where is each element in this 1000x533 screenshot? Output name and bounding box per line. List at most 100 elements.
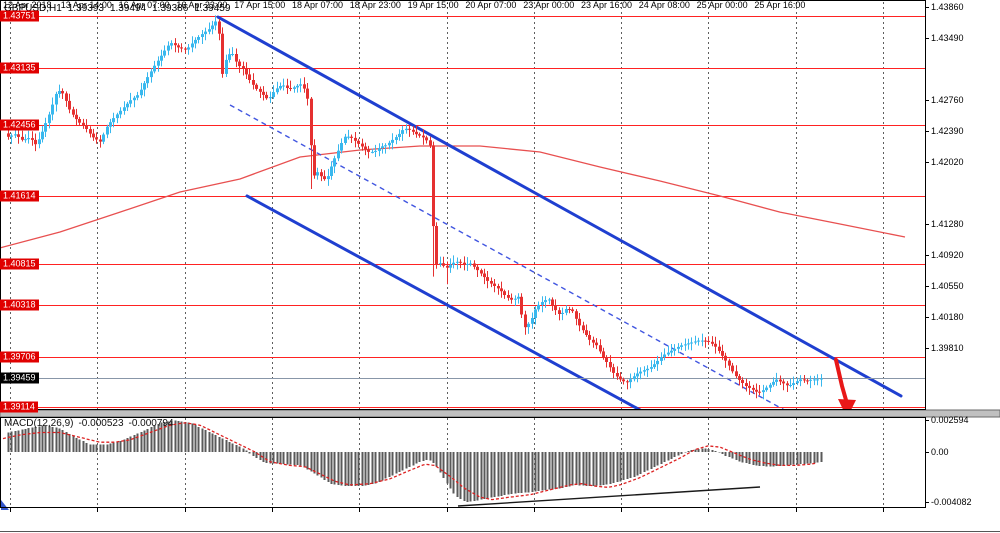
candle-body — [418, 134, 421, 136]
candle-body — [337, 150, 340, 159]
candle-body — [180, 47, 183, 49]
price-tick-label: 1.40180 — [931, 312, 964, 323]
forecast-arrow-shaft[interactable] — [834, 358, 848, 402]
channel-median-dashed-line[interactable] — [229, 104, 789, 413]
candle-body — [517, 296, 520, 299]
candle-body — [432, 145, 435, 227]
candle-body — [520, 296, 523, 315]
price-tick-label: 1.39810 — [931, 343, 964, 354]
candle-body — [643, 370, 646, 372]
candle-body — [252, 80, 255, 85]
candle-body — [361, 143, 364, 147]
candle-body — [99, 139, 102, 142]
candle-body — [575, 311, 578, 319]
price-tick-label: 1.40920 — [931, 249, 964, 260]
candle-body — [813, 379, 816, 381]
candle-body — [381, 146, 384, 148]
forecast-arrow[interactable] — [834, 358, 856, 418]
channel-lower-trendline[interactable] — [245, 194, 642, 412]
candle-body — [548, 299, 551, 301]
candle-body — [456, 261, 459, 263]
candle-body — [789, 385, 792, 386]
candle-body — [136, 95, 139, 98]
candle-body — [48, 114, 51, 124]
candle-body — [38, 139, 41, 145]
candle-body — [187, 47, 190, 50]
candle-body — [561, 312, 564, 314]
candle-body — [31, 138, 34, 140]
candle-body — [582, 325, 585, 331]
time-axis-label: 20 Apr 07:00 — [465, 0, 517, 10]
macd-scale-label: 0.002594 — [931, 415, 969, 426]
candle-body — [231, 54, 234, 55]
candle-body — [568, 309, 571, 310]
macd-signal-value: -0.000794 — [128, 418, 174, 429]
candle-body — [167, 45, 170, 51]
candle-body — [439, 263, 442, 265]
candle-body — [255, 84, 258, 89]
candle-body — [588, 335, 591, 340]
candle-body — [449, 264, 452, 268]
time-axis-label: 18 Apr 07:00 — [292, 0, 344, 10]
candle-body — [459, 261, 462, 263]
low-value: 1.39386 — [152, 3, 189, 14]
candle-body — [663, 354, 666, 358]
candle-body — [701, 340, 704, 342]
candle-body — [697, 340, 700, 342]
candle-body — [527, 323, 530, 328]
candle-body — [741, 379, 744, 383]
channel-upper-trendline[interactable] — [216, 15, 903, 398]
macd-support-trendline[interactable] — [457, 486, 761, 507]
candle-body — [143, 83, 146, 90]
time-axis-label: 16 Apr 07:00 — [118, 0, 170, 10]
candle-body — [466, 264, 469, 265]
candle-body — [721, 351, 724, 356]
candle-body — [44, 123, 47, 132]
candle-body — [762, 390, 765, 393]
candle-body — [391, 139, 394, 143]
candle-body — [765, 387, 768, 391]
macd-scale-label: 0.00 — [931, 447, 949, 457]
candle-body — [333, 158, 336, 167]
candle-body — [476, 266, 479, 271]
time-axis-label: 25 Apr 00:00 — [696, 0, 748, 10]
candle-body — [500, 288, 503, 292]
candle-body — [772, 381, 775, 385]
candle-body — [160, 55, 163, 61]
candle-body — [493, 283, 496, 286]
candlesticks-layer — [7, 15, 823, 400]
price-tick-label: 1.42390 — [931, 125, 964, 136]
candle-body — [578, 318, 581, 326]
candle-body — [728, 360, 731, 366]
candle-body — [711, 341, 714, 344]
candle-body — [398, 133, 401, 137]
candle-body — [435, 226, 438, 265]
time-axis-label: 24 Apr 08:00 — [638, 0, 690, 10]
candle-body — [646, 368, 649, 371]
candle-body — [112, 118, 115, 123]
chart-ohlc-title: GBPUSD,H1 1.39393 1.39494 1.39386 1.39459 — [4, 3, 236, 14]
candle-body — [531, 318, 534, 324]
candle-body — [425, 137, 428, 141]
candle-body — [395, 137, 398, 140]
forecast-arrow-head-icon[interactable] — [838, 399, 856, 418]
candle-body — [544, 300, 547, 303]
candle-body — [262, 91, 265, 95]
candle-body — [330, 166, 333, 176]
candle-body — [792, 383, 795, 385]
symbol-period-label: GBPUSD,H1 — [4, 3, 62, 14]
time-axis-label: 12 Apr 2018 — [3, 0, 52, 10]
candle-body — [510, 297, 513, 300]
candle-body — [609, 362, 612, 368]
pane-separator[interactable] — [0, 409, 1000, 418]
candle-body — [269, 97, 272, 99]
candle-body — [503, 291, 506, 295]
macd-signal-line — [2, 422, 817, 501]
candle-body — [82, 122, 85, 126]
candle-body — [204, 31, 207, 35]
candle-body — [796, 381, 799, 384]
candle-body — [235, 54, 238, 62]
